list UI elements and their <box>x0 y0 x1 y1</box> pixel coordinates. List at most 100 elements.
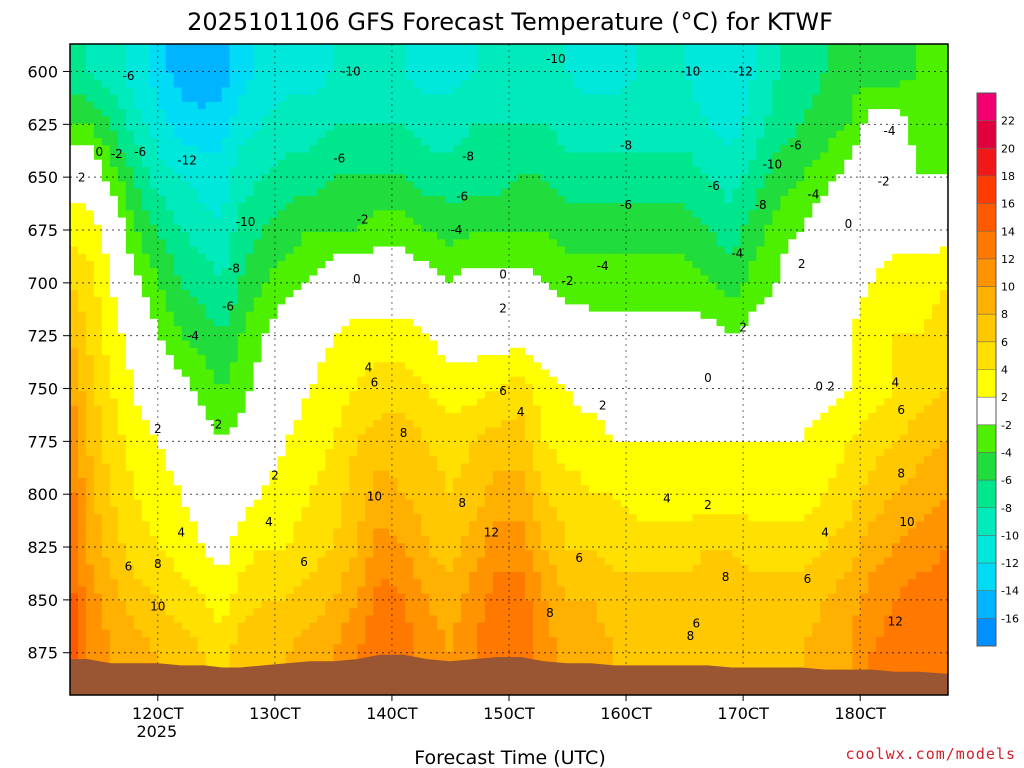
temperature-cell <box>820 109 829 117</box>
temperature-cell <box>229 101 239 110</box>
temperature-cell <box>461 326 470 334</box>
temperature-cell <box>477 166 486 175</box>
temperature-cell <box>149 369 159 378</box>
temperature-cell <box>70 87 79 96</box>
temperature-cell <box>277 297 287 305</box>
temperature-cell <box>277 145 287 154</box>
temperature-cell <box>309 65 319 74</box>
temperature-cell <box>740 282 750 291</box>
temperature-cell <box>285 246 295 255</box>
temperature-cell <box>652 246 662 255</box>
temperature-cell <box>828 261 837 269</box>
temperature-cell <box>157 268 167 277</box>
temperature-cell <box>892 318 901 327</box>
temperature-cell <box>636 217 646 226</box>
temperature-cell <box>477 123 486 132</box>
temperature-cell <box>700 297 710 305</box>
temperature-cell <box>908 203 917 211</box>
temperature-cell <box>732 65 742 74</box>
temperature-cell <box>357 109 366 117</box>
temperature-cell <box>301 181 311 190</box>
temperature-cell <box>309 138 319 146</box>
temperature-cell <box>564 203 574 211</box>
temperature-cell <box>868 326 877 334</box>
temperature-cell <box>125 138 135 146</box>
temperature-cell <box>700 203 710 211</box>
temperature-cell <box>820 217 829 226</box>
temperature-cell <box>325 224 334 233</box>
temperature-cell <box>940 188 948 197</box>
temperature-cell <box>628 145 638 154</box>
temperature-cell <box>932 65 941 74</box>
temperature-cell <box>413 239 422 248</box>
temperature-cell <box>429 268 438 277</box>
temperature-cell <box>493 311 502 320</box>
temperature-cell <box>485 362 494 371</box>
temperature-cell <box>596 232 606 240</box>
temperature-cell <box>820 152 829 161</box>
temperature-cell <box>780 130 789 139</box>
temperature-cell <box>125 326 135 334</box>
temperature-cell <box>660 181 670 190</box>
temperature-cell <box>317 347 327 356</box>
temperature-cell <box>205 318 215 327</box>
temperature-cell <box>149 210 159 219</box>
temperature-cell <box>181 181 191 190</box>
temperature-cell <box>932 195 941 204</box>
temperature-cell <box>413 51 422 60</box>
temperature-cell <box>724 275 734 284</box>
temperature-cell <box>189 188 199 197</box>
temperature-cell <box>365 195 374 204</box>
temperature-cell <box>652 217 662 226</box>
temperature-cell <box>636 239 646 248</box>
temperature-cell <box>493 116 502 125</box>
temperature-cell <box>788 130 797 139</box>
temperature-cell <box>317 239 327 248</box>
temperature-cell <box>932 94 941 103</box>
temperature-cell <box>149 340 159 349</box>
temperature-cell <box>165 268 175 277</box>
temperature-cell <box>85 181 95 190</box>
temperature-cell <box>429 253 438 262</box>
temperature-cell <box>700 289 710 298</box>
temperature-cell <box>397 94 406 103</box>
temperature-cell <box>405 297 414 305</box>
temperature-cell <box>732 87 742 96</box>
temperature-cell <box>564 268 574 277</box>
temperature-cell <box>213 282 223 291</box>
temperature-cell <box>85 297 95 305</box>
temperature-cell <box>165 326 175 334</box>
temperature-cell <box>421 138 430 146</box>
temperature-cell <box>349 246 358 255</box>
temperature-cell <box>772 87 781 96</box>
temperature-cell <box>732 145 742 154</box>
temperature-cell <box>524 195 534 204</box>
temperature-cell <box>101 253 111 262</box>
temperature-cell <box>772 174 781 183</box>
temperature-cell <box>501 282 510 291</box>
temperature-cell <box>892 282 901 291</box>
temperature-cell <box>868 51 877 60</box>
temperature-cell <box>804 297 813 305</box>
temperature-cell <box>269 268 279 277</box>
temperature-cell <box>85 369 95 378</box>
temperature-cell <box>365 311 374 320</box>
temperature-cell <box>740 72 750 81</box>
temperature-cell <box>940 166 948 175</box>
temperature-cell <box>732 253 742 262</box>
temperature-cell <box>804 289 813 298</box>
temperature-cell <box>676 109 686 117</box>
temperature-cell <box>668 210 678 219</box>
temperature-cell <box>189 304 199 313</box>
temperature-cell <box>333 340 342 349</box>
temperature-cell <box>117 94 127 103</box>
temperature-cell <box>924 58 933 67</box>
temperature-cell <box>764 297 773 305</box>
temperature-cell <box>261 261 271 269</box>
temperature-cell <box>644 145 654 154</box>
temperature-cell <box>101 246 111 255</box>
temperature-cell <box>572 224 582 233</box>
temperature-cell <box>828 304 837 313</box>
temperature-cell <box>477 340 486 349</box>
temperature-cell <box>516 282 526 291</box>
